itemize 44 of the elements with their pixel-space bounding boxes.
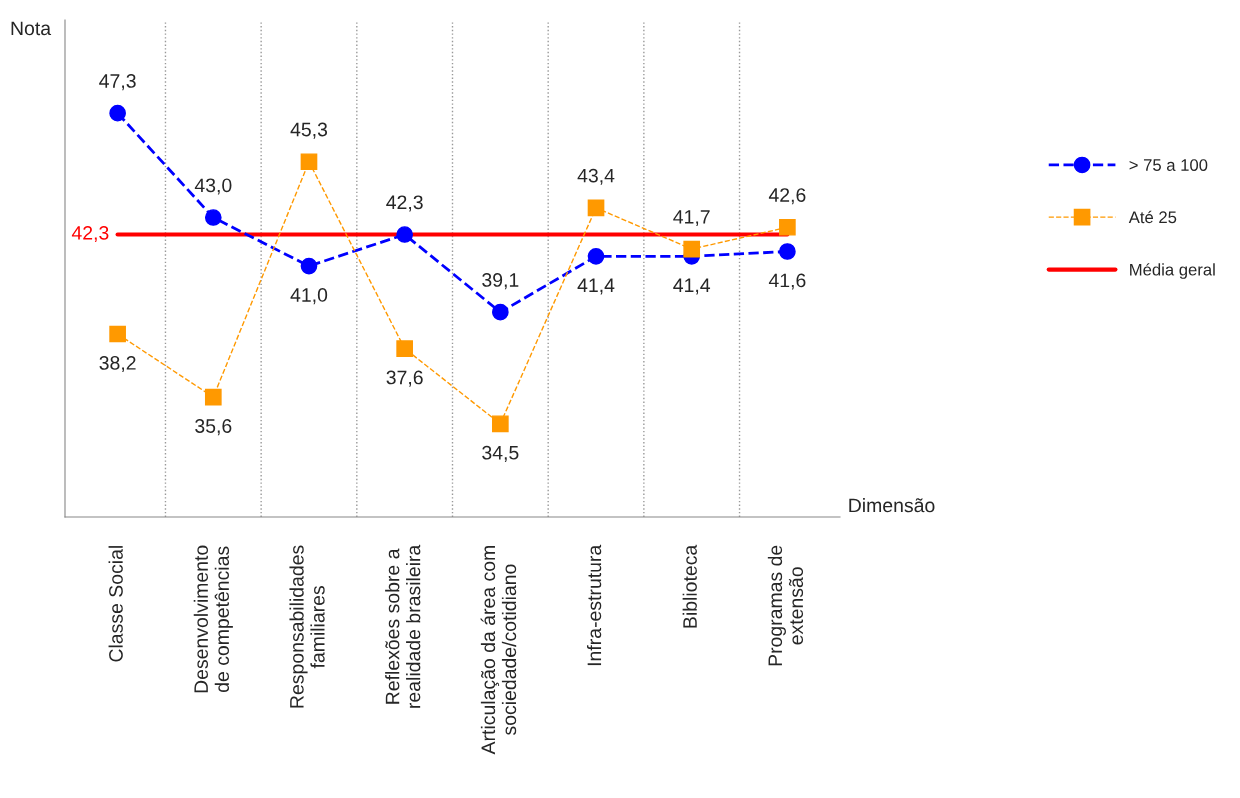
x-tick-label: Responsabilidades familiares	[289, 545, 325, 708]
data-label: 43,4	[577, 168, 615, 185]
legend-label: > 75 a 100	[1129, 159, 1208, 171]
x-tick-label: Biblioteca	[682, 544, 697, 628]
point	[396, 340, 413, 357]
data-label: 42,3	[71, 225, 109, 243]
point	[109, 325, 126, 343]
data-label: 39,1	[482, 273, 519, 290]
point	[204, 209, 222, 226]
data-label: 45,3	[290, 122, 328, 139]
point	[492, 303, 509, 321]
legend-label: Até 25	[1128, 210, 1177, 224]
x-tick-label: Reflexões sobre a realidade brasileira	[385, 544, 421, 708]
point	[683, 240, 701, 258]
point	[300, 257, 318, 275]
x-tick-label: Programas de extensão	[767, 545, 804, 666]
data-label: 35,6	[195, 419, 232, 436]
point	[109, 104, 126, 122]
x-tick-label: Infra-estrutura	[586, 544, 602, 666]
data-label: 37,6	[386, 370, 423, 387]
data-label: 42,6	[768, 188, 806, 205]
data-label: 41,7	[673, 210, 710, 227]
point	[779, 218, 796, 236]
data-label: 41,0	[290, 288, 328, 305]
point	[300, 153, 318, 171]
point	[396, 226, 413, 243]
point	[204, 388, 222, 406]
data-label: 34,5	[482, 445, 519, 462]
point	[587, 199, 605, 217]
data-label: 41,4	[577, 278, 615, 295]
data-label: 47,3	[99, 74, 136, 91]
data-label: 43,0	[194, 178, 232, 195]
point	[492, 415, 509, 433]
data-label: 41,6	[768, 273, 806, 290]
x-axis-title: Dimensão	[849, 498, 935, 513]
legend-label: Média geral	[1130, 263, 1215, 279]
y-axis-title: Nota	[11, 21, 52, 36]
point	[587, 248, 605, 265]
data-label: 42,3	[386, 195, 423, 212]
x-tick-label: Classe Social	[108, 546, 123, 662]
data-label: 38,2	[99, 356, 136, 373]
x-tick-label: Desenvolvimento de competências	[193, 545, 233, 693]
data-label: 41,4	[673, 278, 711, 295]
point	[779, 243, 796, 260]
